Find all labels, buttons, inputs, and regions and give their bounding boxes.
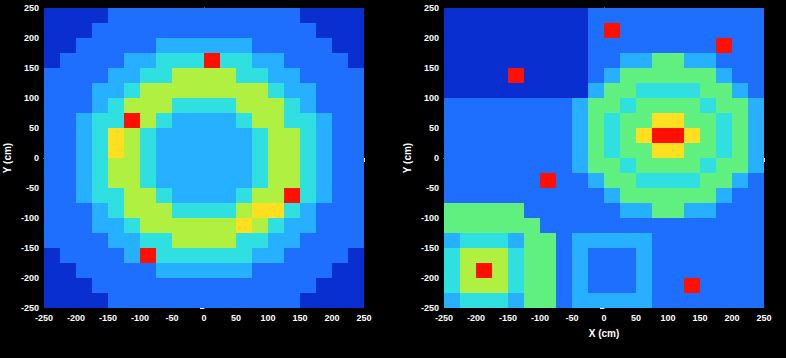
svg-text:250: 250 — [356, 313, 371, 323]
svg-text:50: 50 — [29, 123, 39, 133]
svg-text:-50: -50 — [26, 183, 39, 193]
svg-text:100: 100 — [24, 93, 39, 103]
svg-text:250: 250 — [24, 3, 39, 13]
svg-text:200: 200 — [24, 33, 39, 43]
svg-text:X (cm): X (cm) — [589, 328, 620, 339]
svg-text:250: 250 — [424, 3, 439, 13]
svg-text:250: 250 — [756, 313, 771, 323]
svg-text:-100: -100 — [21, 213, 39, 223]
svg-text:-200: -200 — [21, 273, 39, 283]
svg-text:-100: -100 — [421, 213, 439, 223]
svg-text:-150: -150 — [99, 313, 117, 323]
svg-text:100: 100 — [424, 93, 439, 103]
svg-text:-50: -50 — [565, 313, 578, 323]
svg-text:-100: -100 — [131, 313, 149, 323]
svg-text:-50: -50 — [165, 313, 178, 323]
svg-text:150: 150 — [692, 313, 707, 323]
svg-text:-200: -200 — [421, 273, 439, 283]
svg-text:100: 100 — [260, 313, 275, 323]
svg-text:-250: -250 — [35, 313, 53, 323]
svg-text:150: 150 — [292, 313, 307, 323]
svg-text:-150: -150 — [21, 243, 39, 253]
svg-text:-250: -250 — [435, 313, 453, 323]
svg-text:-200: -200 — [67, 313, 85, 323]
svg-text:0: 0 — [34, 153, 39, 163]
svg-text:0: 0 — [434, 153, 439, 163]
svg-text:-250: -250 — [421, 303, 439, 313]
svg-text:200: 200 — [724, 313, 739, 323]
svg-text:Y (cm): Y (cm) — [2, 143, 13, 173]
svg-text:50: 50 — [631, 313, 641, 323]
svg-text:-100: -100 — [531, 313, 549, 323]
svg-text:150: 150 — [424, 63, 439, 73]
svg-text:-50: -50 — [426, 183, 439, 193]
svg-text:Y (cm): Y (cm) — [402, 143, 413, 173]
svg-text:200: 200 — [424, 33, 439, 43]
svg-text:50: 50 — [429, 123, 439, 133]
svg-text:0: 0 — [601, 313, 606, 323]
svg-text:-200: -200 — [467, 313, 485, 323]
svg-text:-150: -150 — [499, 313, 517, 323]
svg-text:200: 200 — [324, 313, 339, 323]
svg-text:0: 0 — [201, 313, 206, 323]
svg-text:100: 100 — [660, 313, 675, 323]
svg-text:-250: -250 — [21, 303, 39, 313]
svg-text:150: 150 — [24, 63, 39, 73]
svg-text:-150: -150 — [421, 243, 439, 253]
svg-text:50: 50 — [231, 313, 241, 323]
